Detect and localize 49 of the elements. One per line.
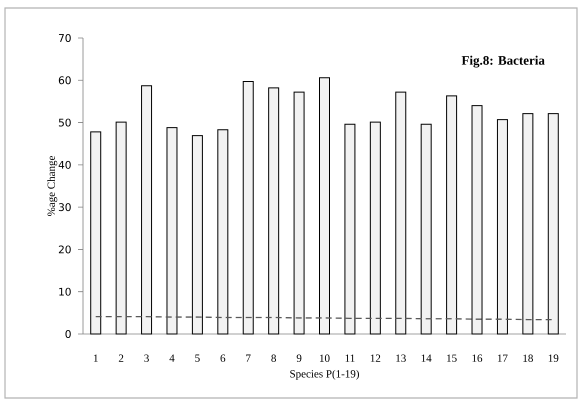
x-tick-label: 4 (169, 354, 175, 362)
x-tick-label: 5 (195, 354, 200, 362)
x-tick-label: 12 (370, 354, 380, 362)
bar (395, 92, 406, 334)
bar (90, 131, 102, 334)
y-tick-label: 0 (65, 330, 71, 338)
bar (166, 127, 178, 334)
x-tick-label: 19 (548, 354, 558, 362)
bar (242, 81, 254, 334)
x-tick-label: 3 (144, 354, 149, 362)
bar (548, 113, 559, 334)
bar (192, 135, 203, 334)
x-tick-label: 17 (498, 354, 508, 362)
x-tick-label: 11 (346, 354, 355, 362)
bar (344, 124, 356, 334)
text: Fig.8: Bacteria (462, 56, 545, 68)
y-tick-label: 10 (59, 288, 71, 296)
x-tick-label: 8 (271, 354, 276, 362)
y-tick-label: 30 (58, 203, 71, 212)
bar (496, 119, 508, 334)
bar (446, 95, 458, 334)
bar (420, 124, 432, 334)
bar (268, 87, 280, 334)
y-tick-label: 60 (58, 76, 71, 84)
bar (217, 129, 228, 334)
x-tick-label: 2 (118, 354, 124, 362)
bar (472, 105, 483, 334)
bar (116, 122, 127, 334)
y-tick-label: 70 (58, 34, 71, 42)
y-tick-label: 50 (58, 118, 71, 127)
x-tick-label: 10 (320, 354, 330, 362)
x-tick-label: 18 (523, 354, 533, 362)
x-tick-label: 13 (396, 354, 406, 362)
y-tick-label: 40 (58, 160, 71, 169)
x-tick-label: 6 (220, 354, 226, 362)
x-tick-label: 16 (472, 354, 482, 362)
bar (522, 113, 534, 334)
bar (294, 92, 305, 334)
bar (319, 77, 330, 334)
x-tick-label: 7 (246, 354, 251, 362)
x-tick-label: 9 (296, 354, 302, 362)
bar (370, 122, 381, 334)
y-axis-title: %age Change (47, 156, 58, 216)
bar (141, 85, 152, 334)
x-tick-label: 15 (447, 354, 457, 362)
y-tick-label: 20 (58, 245, 71, 254)
x-tick-label: 14 (422, 354, 432, 362)
x-tick-label: 1 (94, 354, 98, 362)
x-axis-title: Species P(1-19) (290, 370, 359, 380)
